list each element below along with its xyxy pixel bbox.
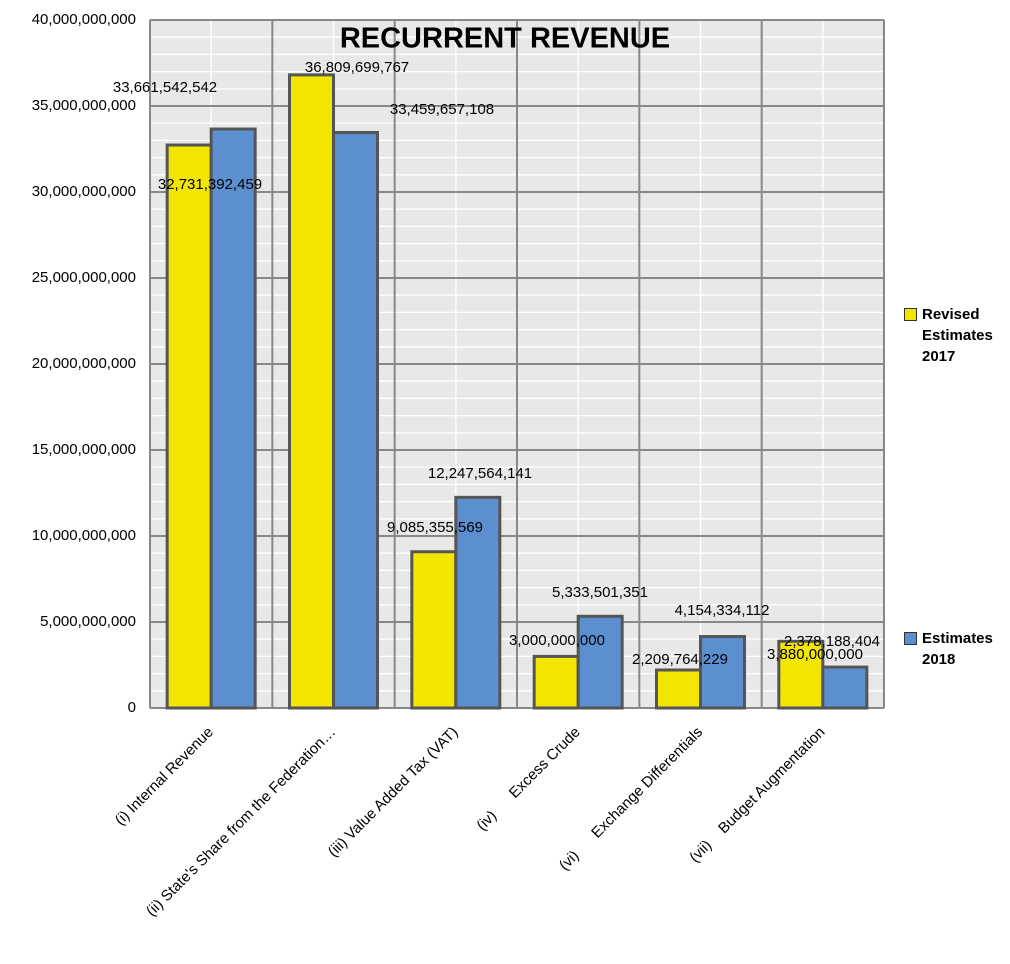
data-label: 2,209,764,229 bbox=[632, 651, 728, 668]
bar bbox=[576, 614, 624, 710]
y-tick-label: 5,000,000,000 bbox=[40, 613, 136, 630]
bar bbox=[655, 668, 702, 710]
data-label: 33,459,657,108 bbox=[390, 101, 494, 118]
data-label: 9,085,355,569 bbox=[387, 519, 483, 536]
data-label: 12,247,564,141 bbox=[428, 465, 532, 482]
legend-label: Estimates 2018 bbox=[922, 630, 993, 668]
data-label: 3,000,000,000 bbox=[509, 632, 605, 649]
bar bbox=[532, 654, 580, 710]
bar bbox=[288, 73, 335, 710]
x-tick-label: (vii) Budget Augmentation bbox=[686, 724, 828, 866]
bar bbox=[410, 550, 458, 710]
y-tick-label: 10,000,000,000 bbox=[32, 527, 136, 544]
x-tick-label: (iii) Value Added Tax (VAT) bbox=[325, 724, 462, 861]
bar bbox=[454, 495, 502, 710]
x-tick-label: (ii) State's Share from the Federation… bbox=[143, 724, 339, 920]
legend-swatch bbox=[904, 308, 917, 321]
data-label: 5,333,501,351 bbox=[552, 584, 648, 601]
bar bbox=[699, 635, 746, 710]
legend-item: Estimates 2018 bbox=[904, 628, 1010, 670]
legend-item: Revised Estimates 2017 bbox=[904, 304, 1010, 367]
y-tick-label: 15,000,000,000 bbox=[32, 441, 136, 458]
legend-label: Revised Estimates 2017 bbox=[922, 306, 993, 365]
bar bbox=[209, 127, 257, 710]
bar bbox=[332, 130, 379, 710]
y-tick-label: 0 bbox=[128, 699, 136, 716]
data-label: 3,880,000,000 bbox=[767, 646, 863, 663]
x-tick-label: (vi) Exchange Differentials bbox=[556, 724, 706, 874]
y-tick-label: 25,000,000,000 bbox=[32, 269, 136, 286]
y-tick-label: 30,000,000,000 bbox=[32, 183, 136, 200]
x-tick-label: (i) Internal Revenue bbox=[112, 724, 217, 829]
legend-swatch bbox=[904, 632, 917, 645]
chart-title: RECURRENT REVENUE bbox=[340, 23, 670, 55]
y-tick-label: 35,000,000,000 bbox=[32, 97, 136, 114]
grid bbox=[149, 19, 885, 709]
data-label: 2,378,188,404 bbox=[784, 633, 880, 650]
data-label: 36,809,699,767 bbox=[305, 59, 409, 76]
bar bbox=[165, 143, 213, 710]
data-label: 32,731,392,459 bbox=[158, 176, 262, 193]
data-label: 33,661,542,542 bbox=[113, 79, 217, 96]
x-tick-label: (iv) Excess Crude bbox=[473, 724, 583, 834]
bar bbox=[821, 665, 869, 710]
data-label: 4,154,334,112 bbox=[675, 602, 770, 619]
y-tick-label: 20,000,000,000 bbox=[32, 355, 136, 372]
y-tick-label: 40,000,000,000 bbox=[32, 11, 136, 28]
marks bbox=[165, 73, 869, 710]
